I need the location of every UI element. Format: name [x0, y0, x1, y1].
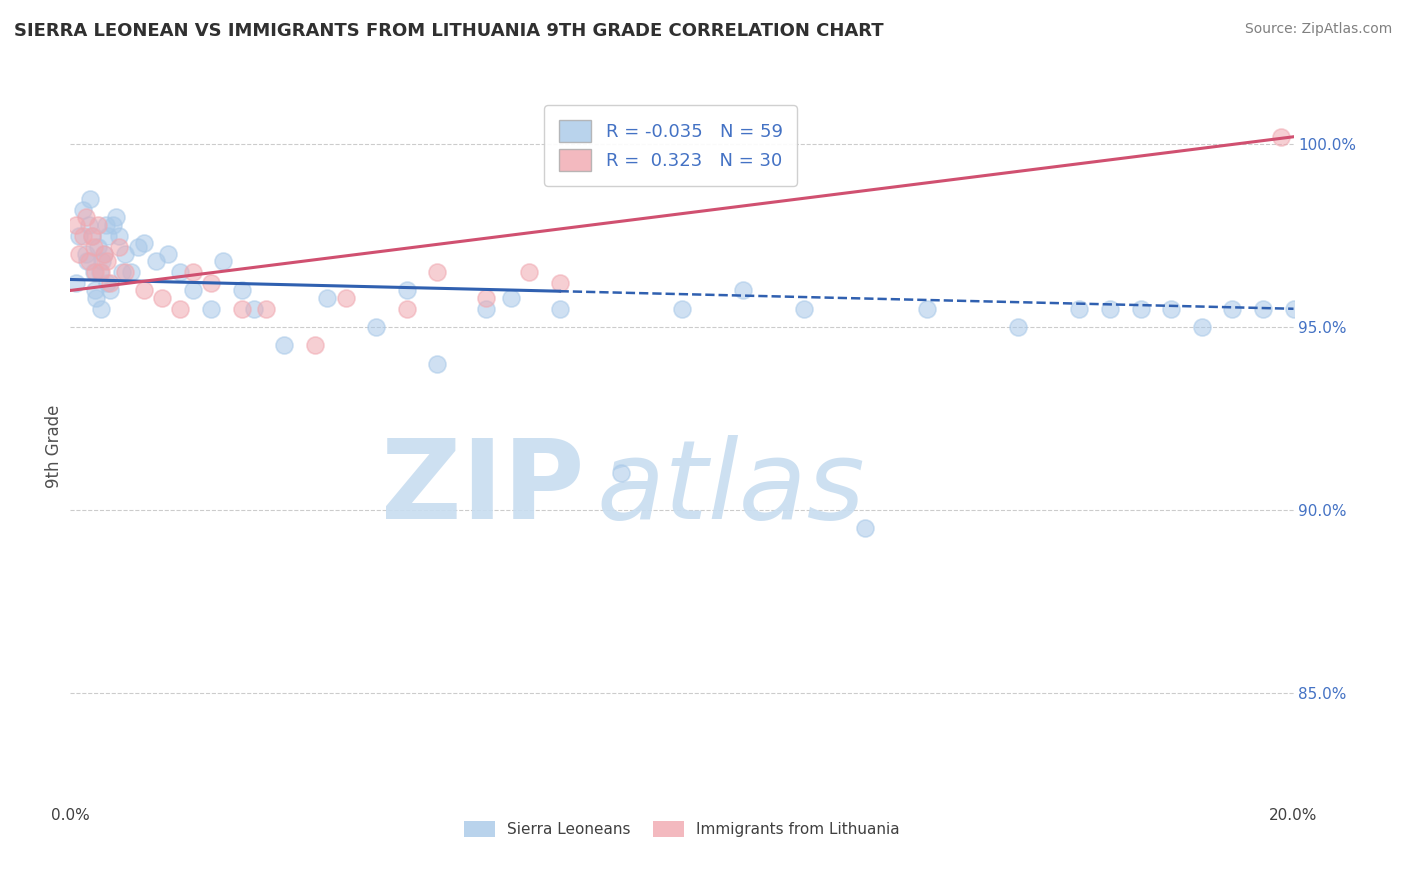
Point	[77, 254, 100, 268]
Point	[97, 228, 120, 243]
Point	[1069, 301, 1091, 316]
Point	[671, 301, 693, 316]
Point	[98, 276, 121, 290]
Point	[89, 265, 111, 279]
Point	[121, 265, 143, 279]
Point	[132, 284, 155, 298]
Point	[96, 276, 118, 290]
Point	[93, 247, 115, 261]
Point	[114, 247, 136, 261]
Point	[1099, 301, 1122, 316]
Point	[69, 247, 91, 261]
Point	[111, 265, 134, 279]
Point	[96, 254, 118, 268]
Text: SIERRA LEONEAN VS IMMIGRANTS FROM LITHUANIA 9TH GRADE CORRELATION CHART: SIERRA LEONEAN VS IMMIGRANTS FROM LITHUA…	[14, 22, 884, 40]
Point	[231, 284, 253, 298]
Point	[304, 338, 326, 352]
Point	[243, 301, 266, 316]
Point	[83, 239, 105, 253]
Point	[231, 301, 253, 316]
Point	[72, 228, 94, 243]
Point	[75, 211, 97, 225]
Point	[1160, 301, 1182, 316]
Point	[316, 291, 339, 305]
Point	[1282, 301, 1305, 316]
Point	[145, 254, 167, 268]
Point	[90, 301, 112, 316]
Point	[915, 301, 938, 316]
Point	[366, 320, 388, 334]
Point	[181, 284, 204, 298]
Point	[426, 357, 449, 371]
Point	[127, 239, 149, 253]
Point	[731, 284, 754, 298]
Point	[93, 247, 115, 261]
Point	[108, 228, 131, 243]
Point	[517, 265, 540, 279]
Point	[76, 254, 98, 268]
Point	[181, 265, 204, 279]
Point	[610, 467, 633, 481]
Point	[200, 276, 222, 290]
Point	[98, 284, 121, 298]
Point	[335, 291, 357, 305]
Y-axis label: 9th Grade: 9th Grade	[45, 404, 63, 488]
Point	[499, 291, 522, 305]
Point	[254, 301, 277, 316]
Point	[395, 284, 418, 298]
Point	[79, 192, 101, 206]
Point	[80, 228, 103, 243]
Point	[395, 301, 418, 316]
Point	[84, 291, 107, 305]
Point	[1270, 129, 1292, 144]
Legend: Sierra Leoneans, Immigrants from Lithuania: Sierra Leoneans, Immigrants from Lithuan…	[457, 814, 907, 845]
Point	[65, 218, 87, 232]
Point	[91, 254, 114, 268]
Point	[65, 276, 87, 290]
Point	[426, 265, 449, 279]
Point	[1129, 301, 1152, 316]
Point	[200, 301, 222, 316]
Point	[83, 284, 105, 298]
Point	[83, 265, 105, 279]
Point	[475, 291, 498, 305]
Point	[72, 202, 94, 217]
Text: atlas: atlas	[596, 435, 865, 542]
Point	[157, 247, 180, 261]
Text: Source: ZipAtlas.com: Source: ZipAtlas.com	[1244, 22, 1392, 37]
Point	[855, 521, 877, 535]
Point	[273, 338, 295, 352]
Point	[101, 218, 124, 232]
Point	[87, 239, 110, 253]
Point	[548, 301, 571, 316]
Point	[793, 301, 815, 316]
Point	[90, 265, 112, 279]
Point	[169, 301, 191, 316]
Text: ZIP: ZIP	[381, 435, 583, 542]
Point	[150, 291, 173, 305]
Point	[1191, 320, 1213, 334]
Point	[1251, 301, 1274, 316]
Point	[77, 218, 100, 232]
Point	[83, 265, 105, 279]
Point	[108, 239, 131, 253]
Point	[75, 247, 97, 261]
Point	[105, 211, 128, 225]
Point	[114, 265, 136, 279]
Point	[94, 218, 117, 232]
Point	[69, 228, 91, 243]
Point	[1007, 320, 1029, 334]
Point	[548, 276, 571, 290]
Point	[1220, 301, 1243, 316]
Point	[212, 254, 235, 268]
Point	[169, 265, 191, 279]
Point	[87, 218, 110, 232]
Point	[80, 228, 103, 243]
Point	[132, 235, 155, 250]
Point	[475, 301, 498, 316]
